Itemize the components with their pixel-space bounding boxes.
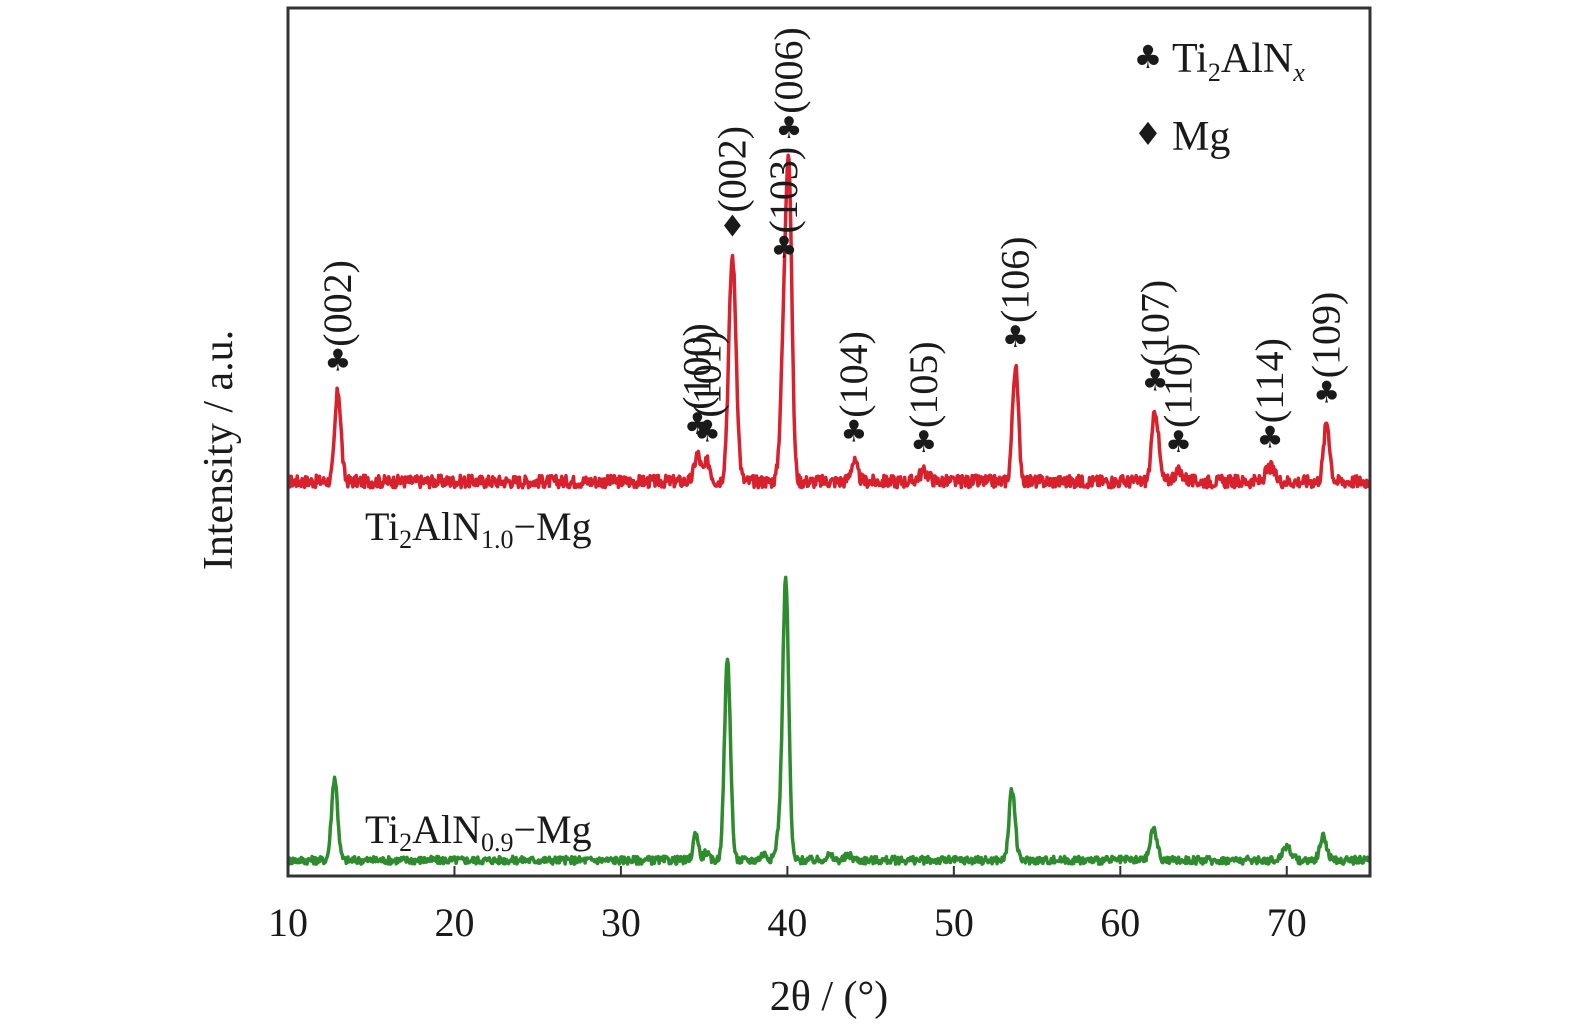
x-axis-label-text: 2θ / (°) bbox=[770, 974, 889, 1020]
peak-label: (100) bbox=[674, 323, 719, 410]
club-icon: ♣ bbox=[776, 111, 803, 146]
club-icon: ♣ bbox=[1002, 320, 1029, 355]
club-icon: ♣ bbox=[1165, 425, 1192, 460]
club-icon: ♣ bbox=[684, 407, 711, 442]
diamond-icon: ♦ bbox=[1134, 115, 1163, 153]
x-tick-label: 50 bbox=[934, 900, 974, 945]
peak-label: (101) bbox=[684, 331, 729, 418]
club-icon: ♣ bbox=[771, 230, 798, 265]
club-icon: ♣ bbox=[694, 415, 721, 450]
x-tick-label: 40 bbox=[767, 900, 807, 945]
peak-label: (107) bbox=[1132, 280, 1177, 367]
peak-label: (106) bbox=[992, 236, 1037, 323]
peak-label: (105) bbox=[901, 341, 946, 428]
plot-area bbox=[286, 153, 1372, 866]
club-icon: ♣ bbox=[324, 344, 351, 379]
x-tick-label: 60 bbox=[1100, 900, 1140, 945]
series-label-ti2aln09: Ti2AlN0.9−Mg bbox=[365, 807, 592, 857]
series-line-ti2aln10 bbox=[287, 153, 1372, 490]
legend-label-ti2alnx: Ti2AlNx bbox=[1172, 36, 1305, 87]
club-icon: ♣ bbox=[910, 425, 937, 460]
legend-label-mg: Mg bbox=[1172, 114, 1230, 160]
x-tick-label: 30 bbox=[601, 900, 641, 945]
x-axis-label: 2θ / (°) bbox=[770, 974, 889, 1020]
peak-label: (109) bbox=[1304, 292, 1349, 379]
y-axis-label: Intensity / a.u. bbox=[196, 330, 242, 570]
x-axis: 10 20 30 40 50 60 70 bbox=[268, 866, 1307, 945]
peak-label: (006) bbox=[766, 27, 811, 114]
x-tick-label: 10 bbox=[268, 900, 308, 945]
x-tick-label: 70 bbox=[1267, 900, 1307, 945]
x-tick-label: 20 bbox=[434, 900, 474, 945]
series-label-ti2aln10: Ti2AlN1.0−Mg bbox=[365, 504, 592, 554]
peak-label: (002) bbox=[315, 260, 360, 347]
club-icon: ♣ bbox=[1313, 375, 1340, 410]
plot-frame bbox=[286, 6, 1372, 878]
peak-label: (103) bbox=[761, 147, 806, 234]
peak-label: (114) bbox=[1247, 338, 1292, 423]
club-icon: ♣ bbox=[841, 415, 868, 450]
peak-annotations: ♣(002)♣(100)♣(101)♦(002)♣(103)♣(006)♣(10… bbox=[315, 27, 1349, 460]
series-line-ti2aln09 bbox=[286, 575, 1372, 866]
peak-label: (002) bbox=[709, 126, 754, 213]
peak-label: (104) bbox=[831, 331, 876, 418]
club-icon: ♣ bbox=[1257, 420, 1284, 455]
diamond-icon: ♦ bbox=[719, 210, 746, 245]
series-labels: Ti2AlN1.0−Mg Ti2AlN0.9−Mg bbox=[365, 504, 592, 857]
legend: ♣ Ti2AlNx♦ Mg bbox=[1134, 36, 1306, 160]
club-icon: ♣ bbox=[1134, 38, 1163, 76]
peak-label: (110) bbox=[1156, 343, 1201, 428]
club-icon: ♣ bbox=[1142, 363, 1169, 398]
